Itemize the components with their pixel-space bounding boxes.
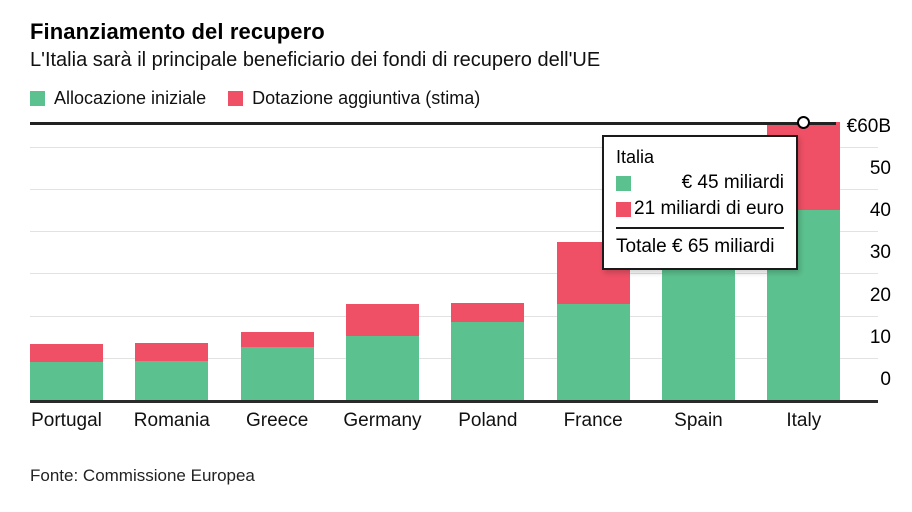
gridline-60 <box>30 146 878 148</box>
y-tick-label-40: 40 <box>869 200 891 222</box>
tooltip-row-initial: € 45 miliardi <box>616 173 784 193</box>
tooltip-additional-value: 21 miliardi di euro <box>634 198 784 219</box>
bar-germany-additional[interactable] <box>345 303 419 336</box>
x-tick-label-romania: Romania <box>133 410 210 431</box>
y-tick-label-20: 20 <box>869 284 891 306</box>
bar-portugal-initial[interactable] <box>30 362 103 400</box>
bar-portugal-additional[interactable] <box>30 344 103 363</box>
legend-item-initial-allocation: Allocazione iniziale <box>30 88 206 109</box>
bar-romania-initial[interactable] <box>135 360 209 400</box>
gridline-50 <box>30 189 878 191</box>
bar-poland-initial[interactable] <box>451 321 525 400</box>
x-tick-label-france: France <box>563 410 623 431</box>
bar-poland-additional[interactable] <box>451 303 525 322</box>
bar-germany-initial[interactable] <box>345 335 419 400</box>
tooltip-country-label: Italia <box>616 147 655 167</box>
tooltip-total: Totale € 65 miliardi <box>616 236 775 257</box>
gridline-30 <box>30 273 878 275</box>
legend-label: Dotazione aggiuntiva (stima) <box>252 88 481 108</box>
legend: Allocazione iniziale Dotazione aggiuntiv… <box>30 88 480 109</box>
y-tick-label-50: 50 <box>869 158 891 180</box>
x-tick-label-germany: Germany <box>343 410 422 431</box>
tooltip-green-swatch-icon <box>616 175 631 191</box>
legend-label: Allocazione iniziale <box>54 88 207 108</box>
tooltip-row-additional: 21 miliardi di euro <box>616 199 784 219</box>
bar-france-initial[interactable] <box>556 303 630 400</box>
tooltip-initial-value: € 45 miliardi <box>681 172 784 193</box>
y-tick-label-60: €60B <box>846 115 891 137</box>
y-tick-label-30: 30 <box>869 242 891 264</box>
source-note: Fonte: Commissione Europea <box>30 466 255 485</box>
x-tick-label-spain: Spain <box>674 410 723 431</box>
x-tick-label-italy: Italy <box>786 410 822 431</box>
hover-marker-circle-icon <box>796 116 810 130</box>
x-tick-label-portugal: Portugal <box>31 410 102 431</box>
tooltip-red-swatch-icon <box>616 201 631 217</box>
y-tick-label-10: 10 <box>869 326 891 348</box>
chart-title: Finanziamento del recupero <box>30 19 325 44</box>
bar-greece-initial[interactable] <box>240 347 314 400</box>
legend-green-swatch-icon <box>30 91 45 106</box>
legend-item-additional-allocation: Dotazione aggiuntiva (stima) <box>228 88 480 109</box>
bar-romania-additional[interactable] <box>135 343 209 361</box>
x-tick-label-greece: Greece <box>246 410 309 431</box>
chart-subtitle: L'Italia sarà il principale beneficiario… <box>30 49 601 71</box>
x-axis-line <box>30 400 878 403</box>
tooltip-divider <box>616 227 784 229</box>
x-tick-label-poland: Poland <box>458 410 518 431</box>
plot-top-border <box>30 122 836 125</box>
legend-red-swatch-icon <box>228 91 244 106</box>
gridline-40 <box>30 231 878 233</box>
y-tick-label-0: 0 <box>880 369 891 390</box>
tooltip: Italia € 45 miliardi 21 miliardi di euro… <box>602 135 798 270</box>
bar-greece-additional[interactable] <box>240 332 314 348</box>
